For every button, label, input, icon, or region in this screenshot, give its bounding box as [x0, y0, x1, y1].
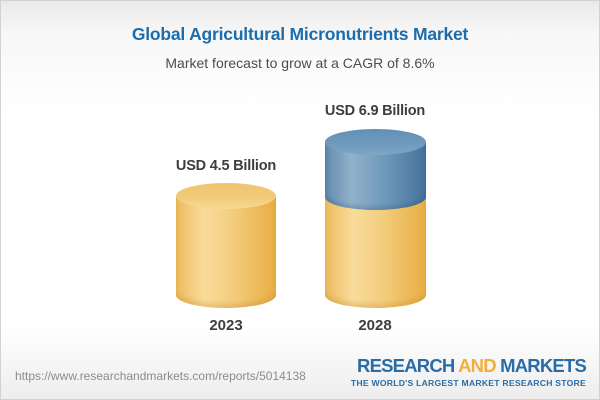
category-label-2023: 2023 [209, 317, 243, 334]
logo-word-research: RESEARCH [357, 355, 455, 376]
bar-cylinder-2028 [325, 129, 426, 308]
cylinder-top-cap-gold [176, 183, 276, 209]
logo-word-and: AND [454, 355, 501, 376]
value-label-2028: USD 6.9 Billion [324, 103, 426, 119]
cylinder-base-segment-gold [325, 197, 426, 308]
bar-cylinder-2023 [176, 183, 276, 308]
category-label-2028: 2028 [358, 317, 392, 334]
chart-subtitle: Market forecast to grow at a CAGR of 8.6… [165, 55, 435, 71]
chart-title: Global Agricultural Micronutrients Marke… [131, 24, 469, 44]
report-url: https://www.researchandmarkets.com/repor… [15, 369, 306, 383]
cylinder-body-gold [176, 196, 276, 308]
logo-tagline: THE WORLD'S LARGEST MARKET RESEARCH STOR… [350, 377, 586, 388]
research-and-markets-logo: RESEARCH AND MARKETS THE WORLD'S LARGEST… [350, 355, 587, 388]
logo-word-markets: MARKETS [500, 355, 587, 376]
value-label-2023: USD 4.5 Billion [175, 158, 277, 174]
logo-wordmark: RESEARCH AND MARKETS [351, 355, 587, 376]
cylinder-top-cap-blue [325, 129, 426, 155]
